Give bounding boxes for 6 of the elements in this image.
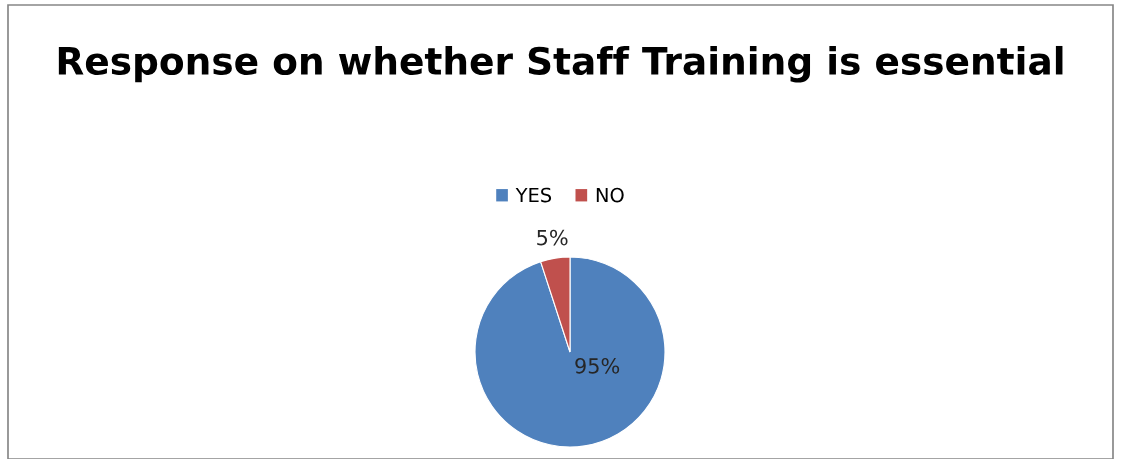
- chart-title: Response on whether Staff Training is essential: [58, 45, 1063, 83]
- legend-label: YES: [515, 187, 552, 203]
- data-label: 5%: [537, 229, 568, 246]
- legend-label: NO: [596, 187, 624, 203]
- pie-slice: [474, 256, 666, 448]
- data-label: 95%: [575, 357, 620, 374]
